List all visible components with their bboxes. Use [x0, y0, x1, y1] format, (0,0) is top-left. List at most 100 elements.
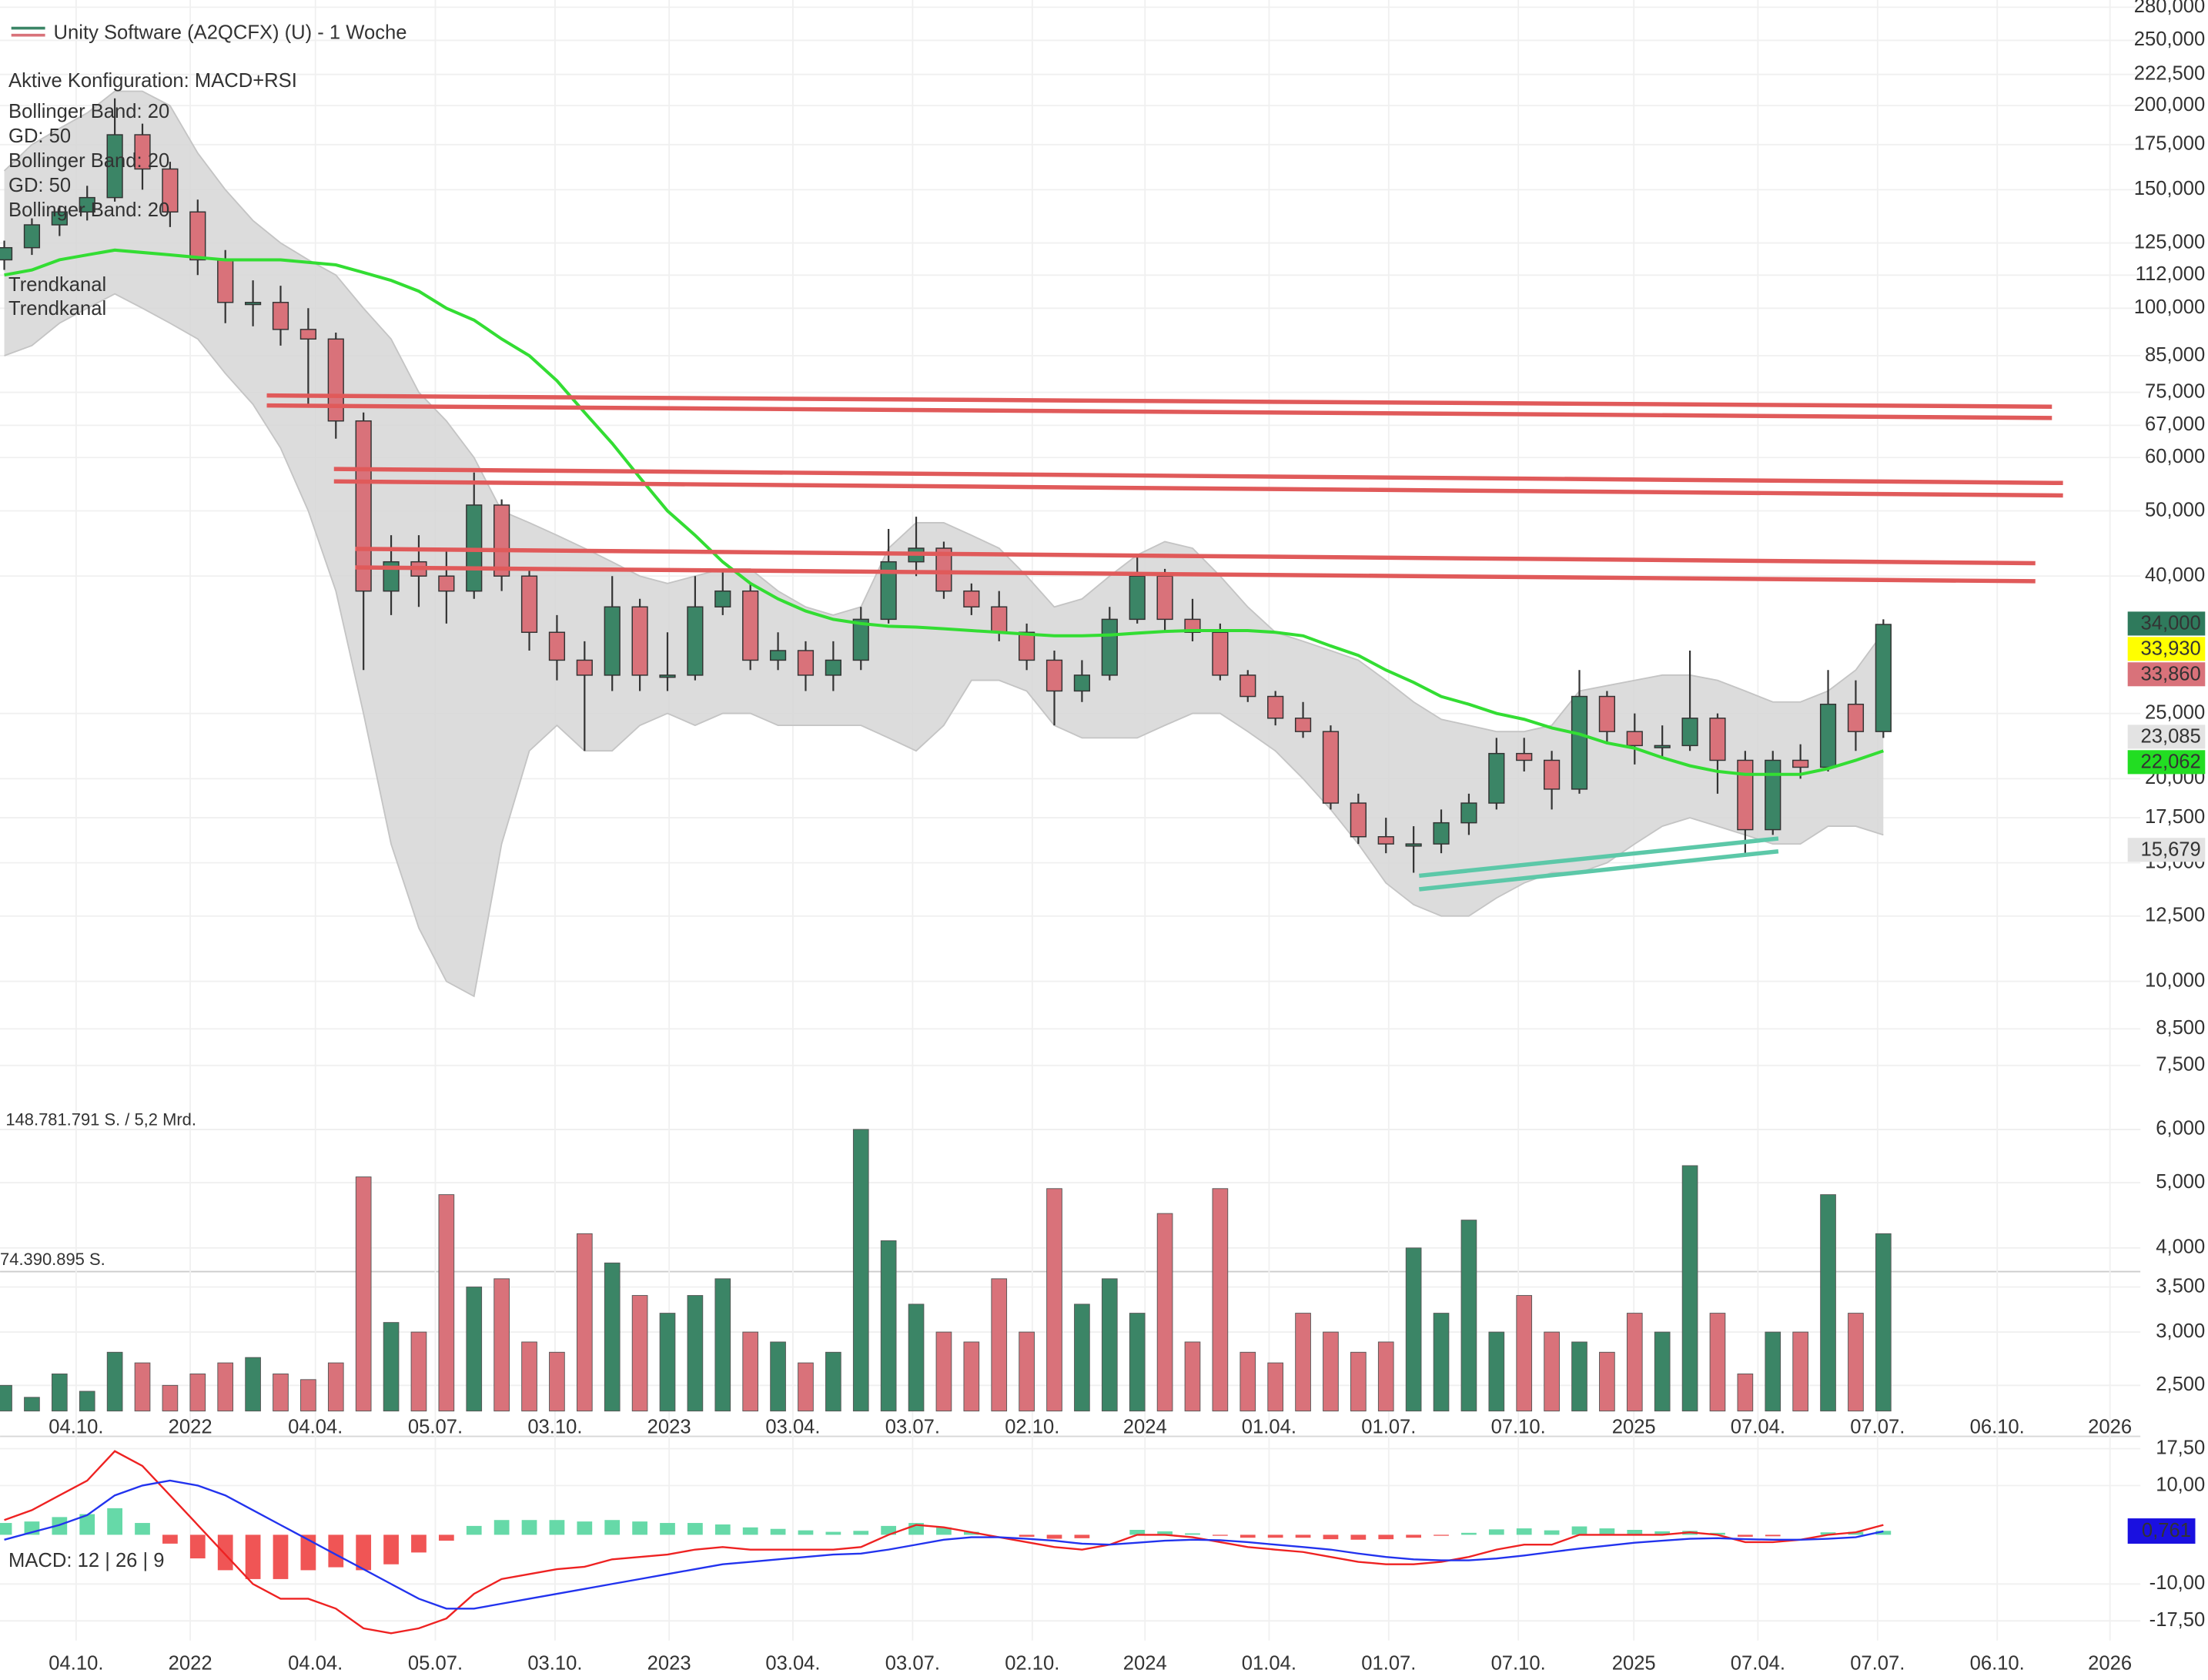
- volume-bar: [217, 1362, 234, 1412]
- macd-histogram-bar: [714, 1524, 731, 1535]
- x-tick-label: 2022: [169, 1653, 212, 1675]
- macd-histogram-bar: [1350, 1534, 1367, 1540]
- candle-body: [631, 606, 648, 676]
- trendline: [333, 467, 2063, 486]
- macd-histogram-bar: [107, 1508, 122, 1535]
- candle-body: [1045, 659, 1063, 692]
- volume-tick-label: 3,500: [2156, 1275, 2205, 1297]
- macd-histogram-bar: [1019, 1534, 1035, 1537]
- y-tick-label: 222,500: [2134, 62, 2206, 84]
- indicator-label: GD: 50: [8, 175, 71, 196]
- y-tick-label: 25,000: [2145, 701, 2205, 723]
- x-tick-label: 01.04.: [1242, 1653, 1296, 1675]
- macd-histogram-bar: [1544, 1530, 1560, 1535]
- candle-body: [189, 211, 206, 261]
- candle-body: [299, 329, 316, 340]
- macd-histogram-bar: [1323, 1534, 1339, 1540]
- volume-bar: [1101, 1278, 1118, 1412]
- macd-histogram-bar: [1074, 1534, 1090, 1538]
- macd-histogram-bar: [1185, 1533, 1200, 1535]
- volume-bar: [1488, 1331, 1505, 1412]
- macd-histogram-bar: [1295, 1534, 1311, 1538]
- macd-histogram-bar: [604, 1520, 621, 1535]
- macd-histogram-bar: [135, 1523, 150, 1535]
- price-label: 22,062: [2141, 751, 2201, 773]
- volume-bar: [742, 1331, 759, 1412]
- macd-histogram-bar: [189, 1534, 206, 1559]
- volume-bar: [687, 1295, 704, 1412]
- candle-body: [1819, 703, 1837, 768]
- x-tick-label: 03.10.: [527, 1416, 582, 1437]
- price-label-box: [2127, 637, 2206, 661]
- macd-histogram-bar: [52, 1517, 68, 1535]
- candle-body: [991, 606, 1008, 633]
- trendline: [333, 479, 2063, 498]
- trendline: [1419, 848, 1779, 892]
- macd-histogram-bar: [521, 1520, 537, 1535]
- candle-body: [1129, 575, 1146, 621]
- x-tick-label: 07.10.: [1491, 1653, 1546, 1675]
- candle-body: [493, 504, 510, 577]
- volume-bar: [466, 1287, 483, 1412]
- volume-bar: [1654, 1331, 1671, 1412]
- candle-body: [935, 547, 952, 592]
- volume-bar: [383, 1322, 400, 1412]
- candle-body: [604, 606, 621, 676]
- price-label: 34,000: [2141, 613, 2201, 634]
- macd-histogram-bar: [1710, 1532, 1725, 1535]
- candle-body: [1516, 752, 1533, 761]
- volume-bar: [1571, 1341, 1587, 1412]
- x-tick-label: 02.10.: [1005, 1653, 1059, 1675]
- candle-body: [1709, 718, 1726, 761]
- candle-body: [1212, 631, 1229, 676]
- candle-body: [576, 659, 593, 676]
- volume-bar: [1737, 1373, 1754, 1412]
- volume-bar: [852, 1129, 869, 1412]
- x-tick-label: 01.07.: [1361, 1653, 1416, 1675]
- macd-histogram-bar: [963, 1531, 979, 1535]
- trendline: [266, 403, 2052, 420]
- macd-histogram-bar: [328, 1534, 344, 1568]
- y-tick-label: 150,000: [2134, 178, 2206, 199]
- volume-bar: [134, 1362, 151, 1412]
- candle-body: [1073, 674, 1091, 692]
- macd-histogram-bar: [577, 1521, 593, 1535]
- indicator-label: GD: 50: [8, 125, 71, 147]
- indicator-label: Bollinger Band: 20: [8, 150, 169, 172]
- volume-bar: [1129, 1313, 1146, 1412]
- x-tick-label: 03.07.: [885, 1416, 940, 1437]
- volume-bar: [1820, 1194, 1836, 1412]
- candle-body: [51, 211, 68, 226]
- macd-histogram-bar: [936, 1527, 952, 1535]
- volume-bar: [1074, 1304, 1090, 1412]
- volume-bar: [1323, 1331, 1339, 1412]
- candle-body: [1294, 718, 1312, 732]
- volume-bar: [1460, 1220, 1477, 1412]
- volume-bar: [245, 1357, 261, 1412]
- volume-bar: [825, 1351, 841, 1412]
- marks: [0, 90, 2063, 1635]
- x-tick-label: 05.07.: [408, 1416, 463, 1437]
- candle-body: [23, 224, 41, 249]
- volume-bar: [1792, 1331, 1808, 1412]
- macd-histogram-bar: [798, 1530, 814, 1535]
- macd-histogram-bar: [660, 1523, 675, 1535]
- candle-body: [825, 659, 841, 676]
- macd-histogram-bar: [0, 1523, 12, 1535]
- volume-bar: [576, 1233, 593, 1412]
- price-label: 15,679: [2141, 838, 2201, 860]
- macd-histogram-bar: [632, 1521, 647, 1535]
- x-tick-label: 03.04.: [765, 1653, 820, 1675]
- trendline: [355, 547, 2036, 566]
- candle-body: [79, 196, 95, 213]
- x-tick-label: 01.04.: [1242, 1416, 1296, 1437]
- candle-body: [852, 618, 869, 661]
- y-tick-label: 200,000: [2134, 94, 2206, 115]
- volume-bar: [1377, 1341, 1394, 1412]
- candle-body: [687, 606, 704, 676]
- candle-body: [1488, 752, 1505, 804]
- candle-body: [659, 674, 676, 678]
- price-label-box: [2127, 725, 2206, 749]
- y-tick-label: 10,000: [2145, 969, 2205, 991]
